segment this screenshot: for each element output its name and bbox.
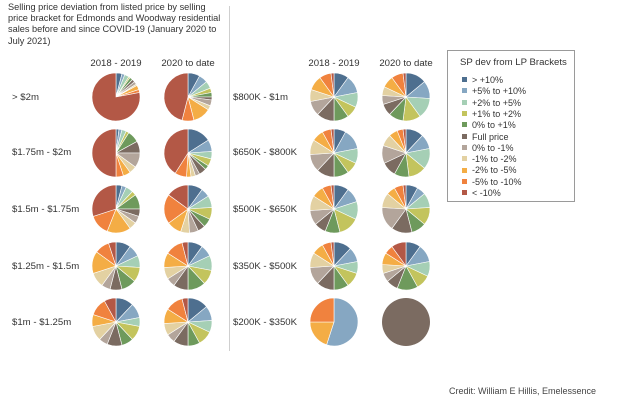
legend: SP dev from LP Brackets > +10% +5% to +10…	[447, 50, 575, 202]
pie-slice	[402, 128, 407, 154]
legend-item: +2% to +5%	[462, 98, 521, 109]
legend-label: Full price	[472, 131, 509, 142]
panel-divider	[229, 6, 230, 351]
legend-item: +1% to +2%	[462, 109, 521, 120]
legend-item: -5% to -10%	[462, 177, 522, 188]
pie-chart	[91, 128, 141, 178]
pie-chart	[91, 297, 141, 347]
pie-slice	[91, 72, 141, 122]
legend-title: SP dev from LP Brackets	[460, 57, 567, 68]
pie-slice	[108, 241, 117, 267]
pie-slice	[91, 128, 117, 178]
legend-label: 0% to +1%	[472, 120, 516, 131]
legend-item: Full price	[462, 132, 509, 143]
pie-chart	[382, 298, 430, 346]
pie-slice	[330, 128, 335, 154]
row-label-500k-650k: $500K - $650K	[233, 204, 298, 215]
pie-slice	[168, 184, 189, 210]
row-label-200k-350k: $200K - $350K	[233, 317, 298, 328]
row-label-1m-1-25m: $1m - $1.25m	[12, 317, 72, 328]
pie-chart	[91, 72, 141, 122]
pie-slice	[163, 72, 189, 121]
row-label-1-75m-2m: $1.75m - $2m	[12, 147, 72, 158]
credit-text: Credit: William E Hillis, Emelessence	[449, 386, 597, 396]
chart-title: Selling price deviation from listed pric…	[8, 2, 221, 46]
pie-chart	[163, 241, 213, 291]
legend-item: +5% to +10%	[462, 86, 526, 97]
legend-item: 0% to +1%	[462, 120, 516, 131]
pie-slice	[181, 241, 189, 267]
column-header-left-2020-to-date: 2020 to date	[161, 58, 215, 69]
legend-item: -2% to -5%	[462, 165, 517, 176]
pie-slice	[309, 297, 335, 323]
pie-slice	[382, 298, 430, 346]
legend-swatch	[462, 122, 467, 128]
pie-slice	[391, 241, 407, 267]
pie-chart	[163, 128, 213, 178]
legend-label: +2% to +5%	[472, 97, 522, 108]
pie-chart	[309, 128, 359, 178]
pie-slice	[330, 72, 335, 98]
column-header-right-2018-2019: 2018 - 2019	[308, 58, 360, 69]
column-header-left-2018-2019: 2018 - 2019	[90, 58, 142, 69]
pie-chart	[309, 297, 359, 347]
pie-chart	[309, 72, 359, 122]
pie-slice	[163, 128, 189, 174]
legend-swatch	[462, 156, 467, 162]
legend-label: -2% to -5%	[472, 165, 517, 176]
legend-item: > +10%	[462, 75, 503, 86]
row-label-gt-2m: > $2m	[12, 92, 39, 103]
pie-slice	[330, 241, 335, 267]
pie-slice	[326, 297, 359, 347]
legend-swatch	[462, 111, 467, 117]
pie-chart	[309, 184, 359, 234]
pie-slice	[91, 184, 117, 217]
pie-slice	[402, 184, 407, 210]
legend-label: < -10%	[472, 188, 501, 198]
pie-chart	[91, 184, 141, 234]
legend-label: -5% to -10%	[472, 176, 522, 187]
legend-swatch	[462, 178, 467, 184]
row-label-350k-500k: $350K - $500K	[233, 261, 298, 272]
legend-swatch	[462, 77, 467, 83]
legend-label: +1% to +2%	[472, 108, 522, 119]
pie-chart	[91, 241, 141, 291]
pie-slice	[330, 184, 335, 210]
row-label-1-25m-1-5m: $1.25m - $1.5m	[12, 261, 80, 272]
legend-swatch	[462, 133, 467, 139]
legend-item: -1% to -2%	[462, 154, 517, 165]
row-label-650k-800k: $650K - $800K	[233, 147, 298, 158]
legend-label: > +10%	[472, 75, 504, 85]
pie-chart	[163, 184, 213, 234]
pie-chart	[309, 241, 359, 291]
legend-swatch	[462, 88, 467, 94]
legend-item: 0% to -1%	[462, 143, 514, 154]
row-label-800k-1m: $800K - $1m	[233, 92, 288, 103]
column-header-right-2020-to-date: 2020 to date	[379, 58, 433, 69]
pie-chart	[381, 241, 431, 291]
legend-label: +5% to +10%	[472, 86, 527, 97]
pie-chart	[163, 297, 213, 347]
row-label-1-5m-1-75m: $1.5m - $1.75m	[12, 204, 80, 215]
legend-label: -1% to -2%	[472, 154, 517, 165]
legend-swatch	[462, 167, 467, 173]
legend-item: < -10%	[462, 188, 501, 199]
pie-slice	[402, 72, 407, 98]
legend-label: 0% to -1%	[472, 142, 514, 153]
legend-swatch	[462, 190, 467, 196]
pie-chart	[381, 72, 431, 122]
pie-slice	[104, 297, 117, 323]
pie-chart	[381, 128, 431, 178]
legend-swatch	[462, 99, 467, 105]
legend-swatch	[462, 144, 467, 150]
pie-chart	[381, 184, 431, 234]
pie-chart	[163, 72, 213, 122]
pie-slice	[181, 297, 189, 323]
